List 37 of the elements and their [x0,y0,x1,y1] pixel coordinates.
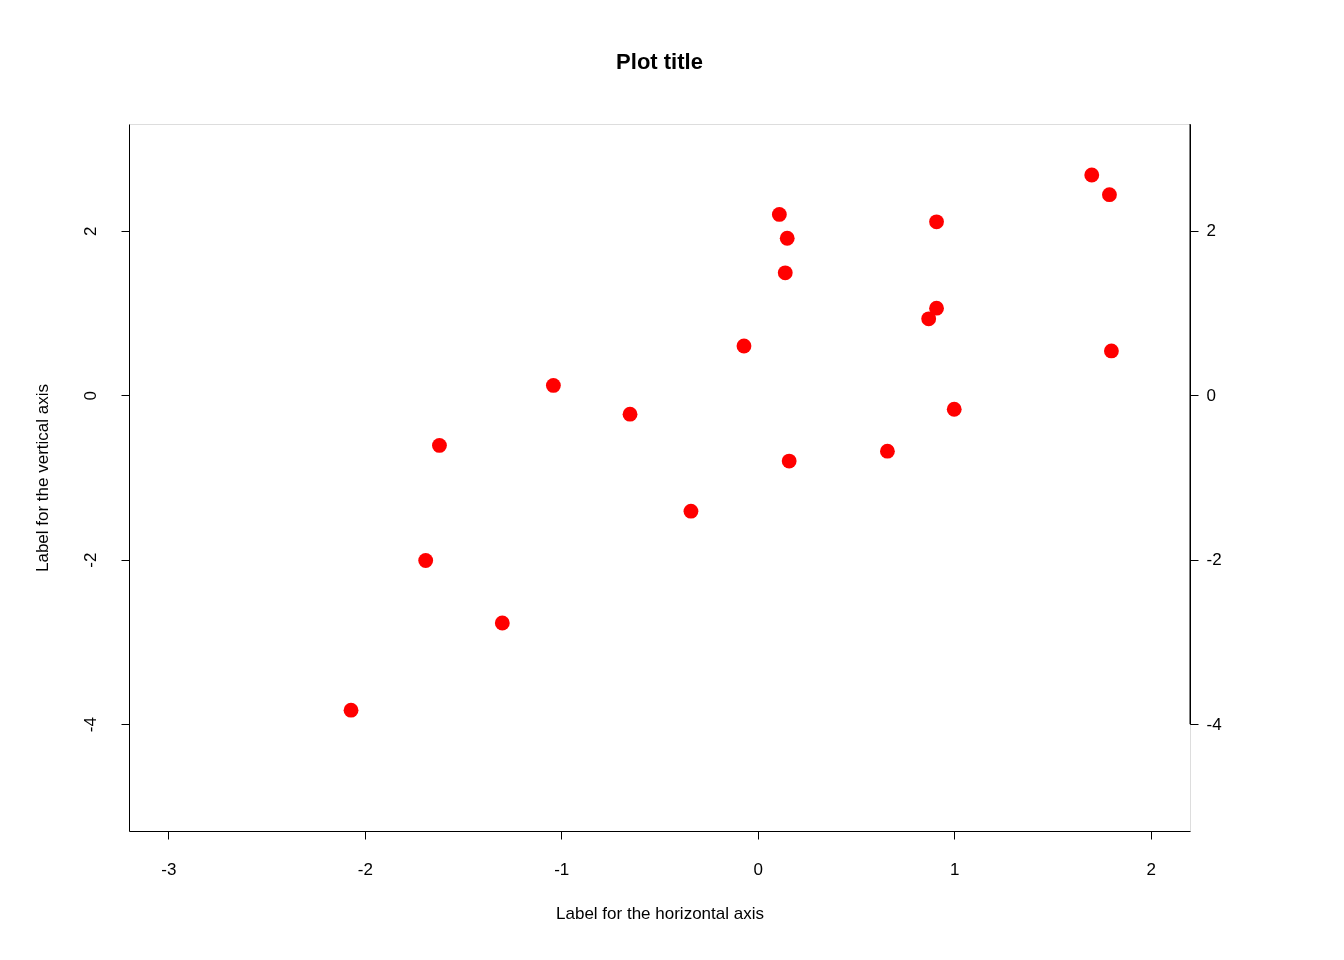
point [946,401,962,417]
point [1103,343,1119,359]
x-axis-title: Label for the horizontal axis [556,903,764,923]
point [781,453,797,469]
point [1084,167,1100,183]
point [929,300,944,316]
x-tick-label: -3 [161,859,177,879]
point [494,615,510,631]
x-tick-label: -1 [554,859,570,879]
x-tick-label: 1 [949,859,960,879]
y2-tick-label: 2 [1206,221,1216,241]
y-tick-label: 2 [80,226,100,237]
y-tick-label: -4 [80,717,100,733]
point [343,702,359,718]
point [771,207,787,222]
y2-tick-label: -2 [1206,550,1222,570]
x-tick-label: 2 [1146,859,1156,879]
point [418,553,434,568]
chart-title: Plot title [616,48,703,74]
y-tick-label: -2 [80,552,100,568]
point [921,311,937,327]
point [432,438,447,453]
x-tick-label: -2 [357,859,373,879]
point [777,265,793,281]
x-tick-label: 0 [753,859,763,879]
point [880,443,895,459]
y2-tick-label: 0 [1206,385,1216,405]
point [779,230,795,246]
point [929,214,944,230]
point [1102,187,1117,203]
point [736,338,752,354]
y-axis-title: Label for the vertical axis [32,383,52,573]
point [622,406,638,422]
point [545,378,561,393]
point [683,503,699,519]
y2-tick-label: -4 [1206,714,1222,734]
y-tick-label: 0 [80,391,100,401]
